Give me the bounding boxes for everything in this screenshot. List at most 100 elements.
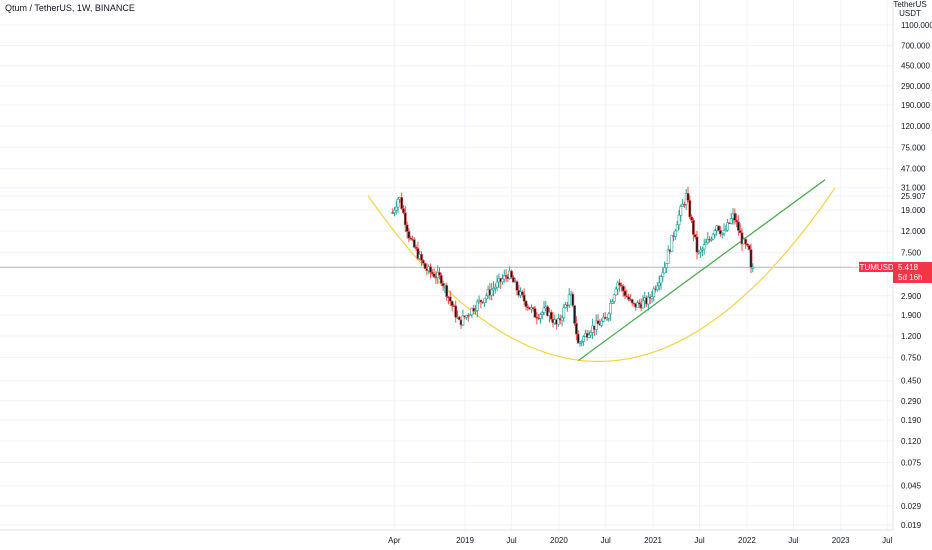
- time-tick-label: Jul: [882, 536, 892, 545]
- candle-body: [625, 295, 629, 298]
- candle-body: [402, 208, 405, 214]
- candle-body: [412, 239, 416, 248]
- time-tick-label: 2022: [738, 536, 756, 545]
- price-tick-label: 0.750: [901, 353, 922, 362]
- candle-body: [391, 212, 395, 214]
- candle-body: [587, 334, 591, 338]
- price-tick-label: 190.000: [901, 101, 930, 110]
- price-tick-label: 0.019: [901, 521, 922, 530]
- candle-body: [416, 248, 420, 259]
- candle-body: [520, 291, 524, 296]
- candle-body: [556, 318, 560, 325]
- candle-body: [717, 225, 721, 231]
- candle-body: [623, 290, 627, 297]
- candle-body: [652, 288, 656, 297]
- candle-body: [423, 262, 427, 269]
- candle-body: [657, 282, 661, 287]
- candle-body: [747, 245, 751, 250]
- candle-body: [565, 304, 569, 307]
- candle-body: [522, 294, 526, 302]
- price-tick-label: 1100.000: [901, 21, 932, 30]
- candle-body: [636, 302, 640, 308]
- candle-body: [484, 295, 488, 300]
- candle-body: [573, 305, 577, 324]
- price-axis: 1100.000 700.000 450.000 290.000 190.000 120.…: [901, 21, 932, 530]
- candle-body: [454, 305, 458, 318]
- candle-body: [510, 270, 513, 278]
- candle-body: [414, 246, 418, 249]
- candle-body: [646, 296, 650, 305]
- candle-body: [492, 288, 495, 291]
- candle-body: [659, 276, 663, 284]
- candle-body: [576, 333, 580, 344]
- price-tick-label: 0.120: [901, 437, 922, 446]
- candle-body: [461, 315, 465, 326]
- candle-body: [504, 275, 508, 278]
- candle-body: [745, 243, 749, 246]
- candle-body: [430, 271, 434, 275]
- candle-body: [490, 289, 494, 296]
- candle-body: [549, 311, 553, 320]
- candle-body: [697, 251, 701, 254]
- candle-body: [718, 230, 722, 235]
- candle-body: [664, 263, 668, 268]
- price-tick-label: 25.907: [901, 192, 926, 201]
- candle-body: [691, 220, 695, 235]
- candle-body: [542, 307, 546, 313]
- candle-body: [673, 230, 677, 237]
- candle-body: [677, 214, 681, 225]
- candle-body: [614, 288, 618, 296]
- candle-body: [432, 273, 436, 278]
- candle-body: [637, 302, 641, 305]
- candle-body: [661, 272, 665, 277]
- candle-body: [457, 316, 461, 321]
- candle-body: [441, 283, 445, 287]
- chart-title: Qtum / TetherUS, 1W, BINANCE: [5, 3, 135, 13]
- candle-body: [686, 193, 690, 201]
- candle-body: [580, 341, 584, 343]
- candle-body: [403, 212, 407, 226]
- candle-body: [409, 237, 413, 240]
- candle-body: [596, 320, 600, 325]
- candle-body: [448, 296, 452, 302]
- candle-body: [612, 294, 616, 302]
- candle-body: [582, 336, 586, 342]
- candle-body: [445, 285, 449, 297]
- candle-body: [531, 307, 535, 309]
- candle-body: [562, 307, 566, 319]
- candle-body: [589, 332, 593, 336]
- candle-body: [540, 312, 544, 315]
- candle-body: [675, 224, 679, 232]
- price-tick-label: 7.500: [901, 248, 922, 257]
- candle-body: [501, 278, 504, 283]
- candle-body: [405, 224, 409, 232]
- candle-body: [483, 298, 486, 303]
- candle-body: [609, 302, 613, 315]
- price-tick-label: 0.045: [901, 482, 922, 491]
- candles: [391, 186, 755, 347]
- candle-body: [594, 320, 598, 330]
- candle-body: [429, 266, 432, 273]
- candle-body: [655, 285, 659, 290]
- candle-body: [564, 304, 568, 309]
- time-tick-label: Jul: [694, 536, 704, 545]
- time-tick-label: Jul: [788, 536, 798, 545]
- candle-body: [666, 249, 670, 264]
- candle-body: [515, 281, 519, 291]
- candle-body: [736, 221, 740, 231]
- candle-body: [538, 314, 542, 319]
- candle-body: [650, 296, 654, 299]
- candle-body: [610, 301, 614, 304]
- last-price-badge[interactable]: QTUMUSDT 5.418 5d 16h: [853, 262, 932, 283]
- price-tick-label: 0.190: [901, 416, 922, 425]
- time-tick-label: Apr: [388, 536, 401, 545]
- candle-body: [726, 222, 730, 231]
- candle-body: [679, 206, 683, 216]
- candle-body: [493, 286, 497, 289]
- currency-label-line2: USDT: [899, 9, 921, 18]
- candle-body: [704, 242, 708, 246]
- candle-body: [600, 320, 604, 326]
- candle-body: [663, 267, 667, 274]
- candle-body: [682, 203, 686, 206]
